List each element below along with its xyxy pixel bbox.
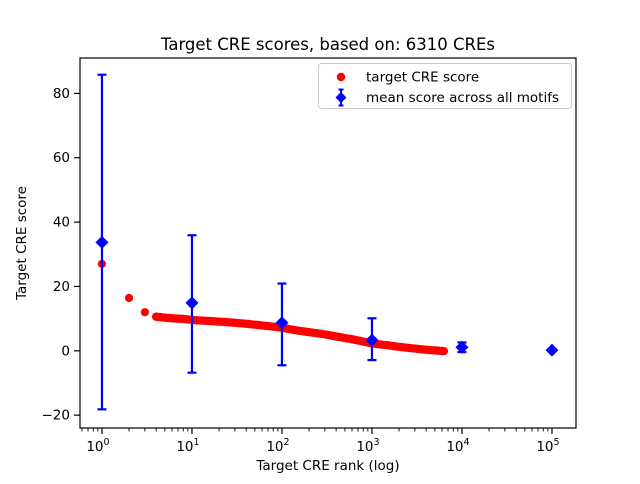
target-score-trail (152, 312, 449, 356)
mean-diamond-marker (365, 333, 379, 347)
mean-diamond-marker (95, 235, 109, 249)
target-score-point (124, 293, 134, 303)
y-axis-label: Target CRE score (14, 186, 30, 301)
legend-blue-diamond-errorbar-icon (335, 88, 347, 107)
x-tick-label: 102 (266, 437, 289, 455)
legend-red-dot-icon (336, 72, 346, 82)
y-tick-label: 0 (61, 343, 70, 359)
mean-score-errorbar-point (365, 317, 379, 362)
mean-diamond-marker (185, 296, 199, 310)
x-tick-label: 105 (536, 437, 559, 455)
mean-score-errorbar-point (545, 343, 559, 357)
target-score-point (140, 308, 150, 317)
mean-diamond-marker (275, 316, 289, 330)
data-series-layer (95, 73, 559, 411)
x-tick-label: 103 (356, 437, 379, 455)
mean-score-errorbar-point (455, 340, 469, 354)
x-tick-label: 100 (86, 437, 109, 455)
mean-diamond-marker (545, 343, 559, 357)
mean-score-errorbar-point (95, 73, 109, 411)
y-tick-label: 20 (53, 279, 70, 295)
mean-diamond-marker (455, 340, 469, 354)
legend-entry-mean-score: mean score across all motifs (366, 90, 559, 106)
x-axis-label: Target CRE rank (log) (255, 458, 399, 474)
mean-score-errorbar-point (275, 282, 289, 367)
legend: target CRE score mean score across all m… (318, 63, 572, 109)
x-tick-label: 101 (176, 437, 199, 455)
axes-layer: −20 0 20 40 60 80 100 101 102 103 104 105 (42, 86, 560, 455)
mean-score-errorbar-point (185, 234, 199, 374)
plot-frame (79, 57, 577, 429)
legend-entry-target-cre-score: target CRE score (366, 70, 479, 86)
chart-title: Target CRE scores, based on: 6310 CREs (160, 35, 495, 54)
y-tick-label: −20 (42, 408, 71, 424)
x-tick-label: 104 (446, 437, 469, 455)
y-tick-label: 60 (53, 150, 70, 166)
y-tick-label: 80 (53, 86, 70, 102)
legend-box (318, 63, 572, 109)
y-tick-label: 40 (53, 215, 70, 231)
